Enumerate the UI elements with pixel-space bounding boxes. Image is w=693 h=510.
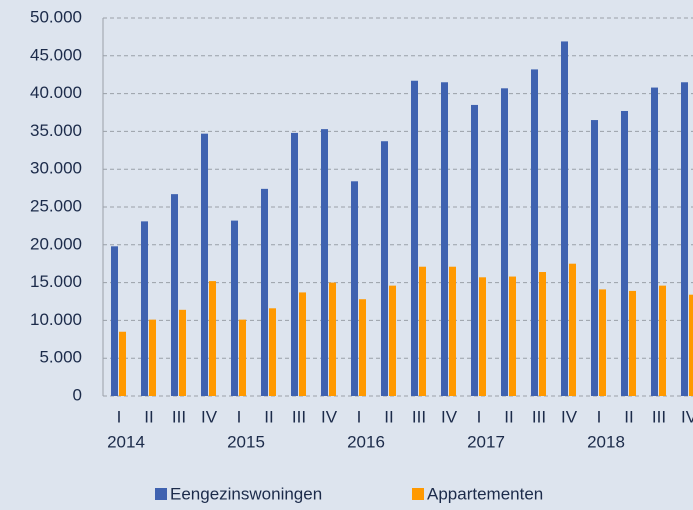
x-tick-label: I — [597, 407, 602, 426]
legend-label: Appartementen — [427, 484, 543, 503]
bar — [351, 181, 358, 396]
legend-swatch — [155, 488, 167, 500]
x-tick-label: III — [652, 407, 666, 426]
bar — [411, 80, 418, 397]
year-label: 2017 — [467, 432, 505, 451]
bar — [531, 69, 538, 397]
bar — [449, 266, 456, 396]
bar — [539, 272, 546, 396]
bar — [689, 294, 693, 396]
bar — [291, 132, 298, 397]
bar — [119, 331, 126, 396]
bar — [659, 285, 666, 396]
bar — [441, 82, 448, 396]
year-label: 2014 — [107, 432, 145, 451]
bar — [179, 309, 186, 396]
y-tick-label: 0 — [73, 385, 82, 404]
bar — [651, 87, 658, 396]
bar — [231, 220, 238, 396]
bar — [569, 263, 576, 396]
bar — [111, 246, 118, 396]
bar — [149, 319, 156, 396]
x-tick-label: II — [624, 407, 633, 426]
y-tick-label: 50.000 — [30, 7, 82, 26]
bar — [209, 281, 216, 396]
x-tick-label: III — [532, 407, 546, 426]
bar — [359, 299, 366, 396]
x-tick-label: II — [264, 407, 273, 426]
bar — [171, 194, 178, 396]
y-tick-label: 20.000 — [30, 234, 82, 253]
x-tick-label: IV — [321, 407, 338, 426]
legend-label: Eengezinswoningen — [170, 484, 322, 503]
x-tick-label: II — [504, 407, 513, 426]
bar — [389, 285, 396, 396]
bar — [261, 188, 268, 396]
bar — [479, 277, 486, 396]
y-tick-label: 35.000 — [30, 121, 82, 140]
x-tick-label: IV — [201, 407, 218, 426]
bar — [299, 292, 306, 396]
legend-swatch — [412, 488, 424, 500]
bar — [471, 104, 478, 396]
bar — [381, 141, 388, 396]
bar — [509, 276, 516, 396]
x-tick-label: IV — [561, 407, 578, 426]
year-label: 2018 — [587, 432, 625, 451]
bar — [561, 41, 568, 396]
year-label: 2015 — [227, 432, 265, 451]
x-tick-label: II — [144, 407, 153, 426]
x-tick-label: IV — [441, 407, 458, 426]
bar — [201, 133, 208, 396]
x-tick-label: III — [412, 407, 426, 426]
bar — [681, 82, 688, 396]
bar — [621, 110, 628, 396]
bar — [599, 289, 606, 396]
x-tick-label: III — [292, 407, 306, 426]
y-tick-label: 30.000 — [30, 159, 82, 178]
x-tick-label: III — [172, 407, 186, 426]
x-tick-label: I — [477, 407, 482, 426]
bar — [239, 319, 246, 396]
x-tick-label: IV — [681, 407, 693, 426]
y-tick-label: 40.000 — [30, 83, 82, 102]
y-tick-label: 25.000 — [30, 196, 82, 215]
year-label: 2016 — [347, 432, 385, 451]
bar — [419, 266, 426, 396]
bar — [501, 88, 508, 397]
bar — [591, 120, 598, 396]
x-tick-label: I — [237, 407, 242, 426]
x-tick-label: I — [357, 407, 362, 426]
bar — [321, 129, 328, 396]
bar — [329, 282, 336, 396]
y-tick-label: 15.000 — [30, 272, 82, 291]
bar — [269, 308, 276, 396]
bar — [141, 221, 148, 396]
y-tick-label: 10.000 — [30, 310, 82, 329]
y-tick-label: 45.000 — [30, 45, 82, 64]
x-tick-label: I — [117, 407, 122, 426]
bar — [629, 290, 636, 396]
x-tick-label: II — [384, 407, 393, 426]
y-tick-label: 5.000 — [39, 348, 82, 367]
